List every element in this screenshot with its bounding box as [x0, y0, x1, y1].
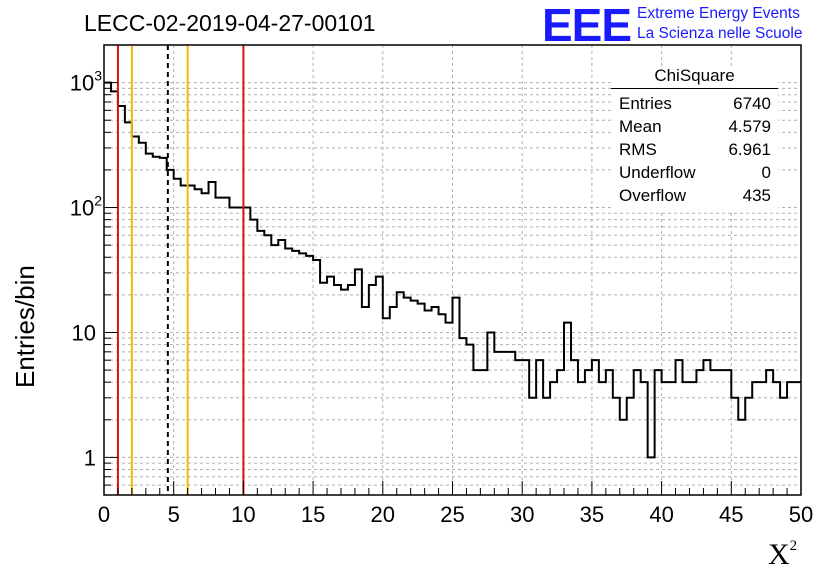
y-tick-label-sup: 2 — [94, 193, 102, 209]
y-tick-label: 103 — [70, 68, 102, 96]
stats-value: 6740 — [733, 94, 771, 113]
stats-label: RMS — [619, 140, 657, 159]
y-tick-label: 10 — [72, 320, 96, 345]
x-tick-label: 20 — [371, 502, 395, 527]
stats-row-underflow: Underflow 0 — [619, 163, 771, 183]
x-tick-label: 50 — [789, 502, 813, 527]
y-tick-label-sup: 3 — [94, 68, 102, 84]
logo-caption: Extreme Energy Events La Scienza nelle S… — [637, 4, 802, 44]
stats-value: 6.961 — [728, 140, 771, 159]
y-tick-label-base: 10 — [72, 320, 96, 345]
y-tick-label-base: 10 — [70, 71, 94, 96]
x-axis-label-sup: 2 — [789, 538, 798, 554]
logo-line-1: Extreme Energy Events — [637, 5, 800, 22]
stats-box: ChiSquare Entries 6740 Mean 4.579 RMS 6.961… — [611, 66, 778, 212]
logo-line-2: La Scienza nelle Scuole — [637, 25, 803, 42]
stats-divider — [611, 88, 778, 89]
stats-value: 435 — [742, 186, 771, 205]
stats-title: ChiSquare — [654, 66, 735, 85]
x-tick-label: 35 — [580, 502, 604, 527]
y-tick-label: 1 — [84, 445, 96, 470]
x-tick-label: 0 — [98, 502, 110, 527]
histogram-line — [104, 81, 801, 459]
x-axis-label: X2 — [768, 538, 797, 572]
x-tick-label: 10 — [231, 502, 255, 527]
x-tick-label: 25 — [440, 502, 464, 527]
stats-row-mean: Mean 4.579 — [619, 117, 771, 137]
x-tick-label: 45 — [719, 502, 743, 527]
y-tick-label: 102 — [70, 193, 102, 221]
stats-row-overflow: Overflow 435 — [619, 186, 771, 206]
stats-value: 0 — [761, 163, 771, 182]
stats-row-entries: Entries 6740 — [619, 94, 771, 114]
stats-label: Overflow — [619, 186, 687, 205]
x-tick-label: 15 — [301, 502, 325, 527]
stats-value: 4.579 — [728, 117, 771, 136]
x-tick-label: 40 — [649, 502, 673, 527]
eee-logo: EEE — [542, 0, 632, 51]
y-tick-label-base: 1 — [84, 445, 96, 470]
x-tick-label: 5 — [168, 502, 180, 527]
x-tick-label: 30 — [510, 502, 534, 527]
stats-label: Mean — [619, 117, 662, 136]
stats-label: Entries — [619, 94, 672, 113]
stats-row-rms: RMS 6.961 — [619, 140, 771, 160]
y-axis-label: Entries/bin — [10, 265, 40, 388]
y-tick-label-base: 10 — [70, 196, 94, 221]
x-axis-label-base: X — [768, 538, 790, 571]
run-title: LECC-02-2019-04-27-00101 — [84, 10, 376, 36]
stats-label: Underflow — [619, 163, 696, 182]
